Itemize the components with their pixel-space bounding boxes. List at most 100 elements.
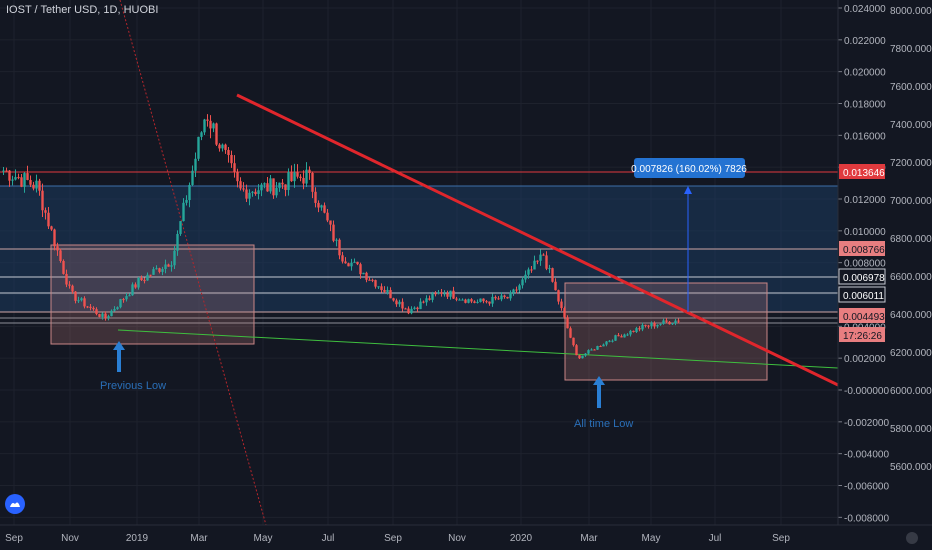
candle-body xyxy=(143,280,146,282)
candle-body xyxy=(224,144,227,150)
secondary-tick-label: 5800.0000 xyxy=(890,424,932,435)
candle-body xyxy=(116,307,119,310)
time-tick-label: Mar xyxy=(190,533,208,544)
candle-body xyxy=(593,349,596,351)
time-tick-label: 2020 xyxy=(510,533,533,544)
candle xyxy=(317,200,320,213)
candle xyxy=(602,343,605,347)
candle xyxy=(56,242,59,256)
candle xyxy=(113,306,116,312)
price-tick-label: -0.004000 xyxy=(844,450,889,461)
candle-body xyxy=(356,261,359,265)
candle-body xyxy=(647,325,650,327)
candle xyxy=(101,312,104,320)
candle xyxy=(29,175,32,188)
candle-body xyxy=(497,298,500,300)
candle xyxy=(608,340,611,343)
candle-body xyxy=(368,279,371,281)
candle-body xyxy=(512,289,515,293)
candle-body xyxy=(608,340,611,342)
candle-body xyxy=(254,191,257,194)
candle-body xyxy=(23,173,26,187)
candle xyxy=(359,262,362,279)
candle-body xyxy=(194,158,197,171)
candle xyxy=(332,220,335,243)
candle-body xyxy=(281,182,284,185)
candle-body xyxy=(602,344,605,347)
candle-body xyxy=(119,299,122,308)
candle-body xyxy=(314,191,317,203)
candle-body xyxy=(413,307,416,309)
candle xyxy=(386,286,389,295)
candle-body xyxy=(437,292,440,294)
time-tick-label: May xyxy=(642,533,661,544)
candle xyxy=(506,296,509,299)
candle xyxy=(2,167,5,176)
candle xyxy=(194,152,197,177)
candle xyxy=(290,165,293,182)
candle-body xyxy=(362,272,365,275)
candle xyxy=(134,282,137,289)
candle-body xyxy=(29,179,32,185)
candle xyxy=(638,326,641,332)
candle-body xyxy=(419,301,422,310)
diagonal-dotted-line xyxy=(119,0,267,526)
candle-body xyxy=(518,285,521,290)
candle-body xyxy=(251,191,254,193)
candle-body xyxy=(239,181,242,189)
candle xyxy=(593,349,596,351)
candle xyxy=(257,184,260,200)
candle-body xyxy=(215,123,218,145)
candle xyxy=(32,181,35,191)
candle-body xyxy=(446,293,449,297)
candle-body xyxy=(395,300,398,305)
candle-body xyxy=(662,320,665,324)
candle-body xyxy=(110,310,113,317)
candle xyxy=(656,324,659,329)
candle-body xyxy=(92,307,95,310)
candle xyxy=(641,322,644,332)
arrow-all-time-low-shaft xyxy=(597,383,601,408)
arrow-all-time-low-head xyxy=(593,376,605,385)
zone-all-time-low xyxy=(564,282,768,381)
candle xyxy=(539,249,542,266)
candle xyxy=(8,170,11,187)
candle xyxy=(329,220,332,232)
candle-body xyxy=(635,328,638,333)
candle xyxy=(479,298,482,303)
settings-icon[interactable] xyxy=(906,532,918,544)
secondary-tick-label: 7200.0000 xyxy=(890,158,932,169)
candle-body xyxy=(539,254,542,261)
candle-body xyxy=(14,177,17,180)
candle-body xyxy=(236,171,239,182)
candle-body xyxy=(569,328,572,338)
candle-body xyxy=(266,183,269,192)
candle-body xyxy=(179,221,182,234)
candle xyxy=(362,272,365,275)
candle-body xyxy=(32,184,35,189)
time-tick-label: Sep xyxy=(384,533,402,544)
candle xyxy=(431,291,434,303)
candle xyxy=(44,207,47,220)
candle-body xyxy=(125,296,128,300)
candle-body xyxy=(611,340,614,342)
candle xyxy=(164,259,167,274)
tradingview-logo-icon[interactable] xyxy=(5,494,25,514)
candle-body xyxy=(530,269,533,271)
candle-body xyxy=(551,268,554,282)
candle xyxy=(50,225,53,231)
candle-body xyxy=(299,176,302,178)
candle xyxy=(365,271,368,283)
candle xyxy=(338,238,341,260)
candle-body xyxy=(209,120,212,129)
candle xyxy=(110,309,113,317)
candle-body xyxy=(323,205,326,213)
candle xyxy=(179,220,182,236)
secondary-tick-label: 6400.0000 xyxy=(890,310,932,321)
candle-body xyxy=(329,220,332,225)
candle xyxy=(53,228,56,251)
candle-body xyxy=(65,273,68,285)
candle xyxy=(578,354,581,360)
candle-body xyxy=(47,212,50,227)
